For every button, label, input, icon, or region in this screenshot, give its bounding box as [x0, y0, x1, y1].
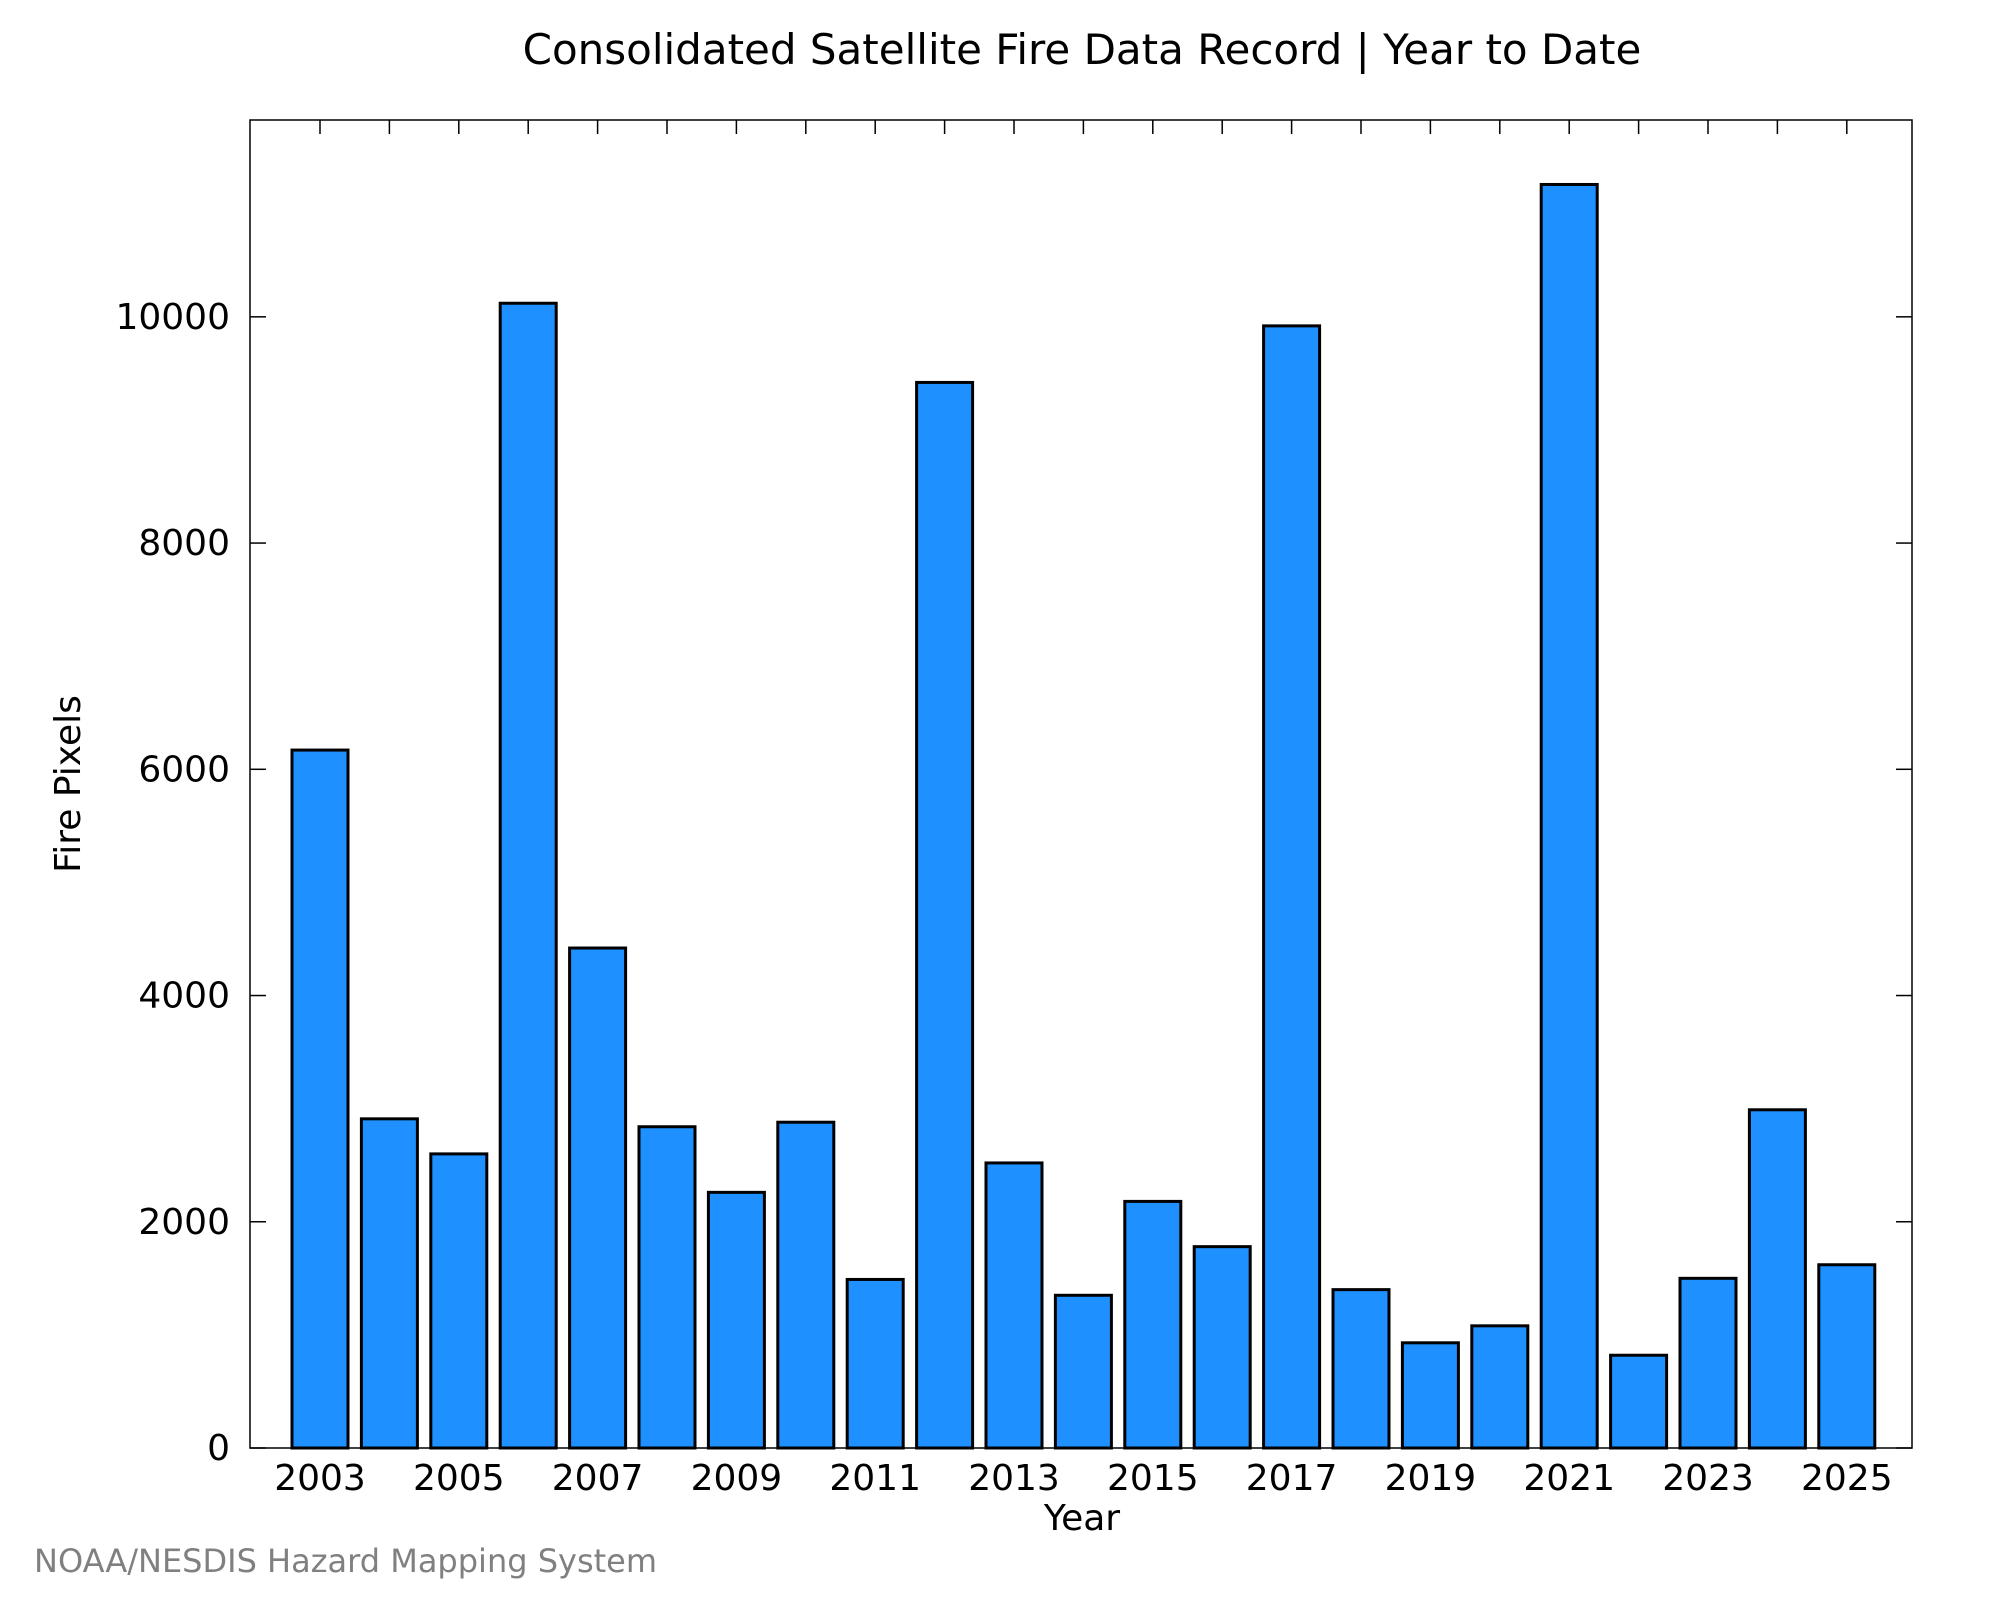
bar-2016 — [1192, 1245, 1252, 1450]
chart-title: Consolidated Satellite Fire Data Record … — [523, 25, 1642, 74]
x-tick-label: 2011 — [829, 1458, 921, 1499]
x-tick-label: 2023 — [1662, 1458, 1754, 1499]
y-axis: 0 2000 4000 6000 8000 10000 — [115, 297, 1912, 1469]
x-tick-label: 2005 — [413, 1458, 505, 1499]
bar-2022 — [1609, 1353, 1669, 1450]
plot-frame — [249, 119, 1913, 1449]
bar-2007 — [568, 946, 628, 1450]
bar-2013 — [984, 1161, 1044, 1450]
bar-2025 — [1817, 1263, 1877, 1450]
y-tick-label: 4000 — [138, 976, 230, 1017]
x-axis-label: Year — [1043, 1498, 1120, 1539]
y-tick-label: 2000 — [138, 1202, 230, 1243]
x-tick-label: 2021 — [1523, 1458, 1615, 1499]
x-tick-label: 2003 — [274, 1458, 366, 1499]
bar-2021 — [1539, 182, 1599, 1450]
bar-2024 — [1747, 1108, 1807, 1450]
bar-2004 — [359, 1117, 419, 1450]
bar-2012 — [915, 380, 975, 1450]
x-tick-label: 2025 — [1801, 1458, 1893, 1499]
bar-2005 — [429, 1152, 489, 1450]
y-tick-label: 0 — [207, 1428, 230, 1469]
x-tick-label: 2019 — [1385, 1458, 1477, 1499]
x-tick-label: 2015 — [1107, 1458, 1199, 1499]
x-tick-label: 2017 — [1246, 1458, 1338, 1499]
bar-2010 — [776, 1120, 836, 1450]
y-tick-label: 6000 — [138, 749, 230, 790]
bar-2023 — [1678, 1276, 1738, 1450]
bar-2003 — [290, 748, 350, 1450]
x-tick-label: 2009 — [691, 1458, 783, 1499]
bar-2009 — [706, 1190, 766, 1450]
bar-2018 — [1331, 1288, 1391, 1450]
bar-2008 — [637, 1125, 697, 1450]
bars-group — [290, 182, 1877, 1450]
bar-2020 — [1470, 1324, 1530, 1450]
bar-2014 — [1053, 1293, 1113, 1450]
y-axis-label: Fire Pixels — [48, 695, 89, 873]
bar-2006 — [498, 301, 558, 1450]
x-tick-label: 2007 — [552, 1458, 644, 1499]
bar-2015 — [1123, 1199, 1183, 1450]
credit-text: NOAA/NESDIS Hazard Mapping System — [34, 1542, 657, 1580]
bar-2017 — [1262, 324, 1322, 1450]
y-tick-label: 10000 — [115, 297, 230, 338]
bar-2019 — [1400, 1341, 1460, 1450]
x-axis: 2003 2005 2007 2009 2011 2013 2015 2017 2019 2021… — [274, 120, 1893, 1499]
y-tick-label: 8000 — [138, 523, 230, 564]
bar-2011 — [845, 1277, 905, 1450]
x-tick-label: 2013 — [968, 1458, 1060, 1499]
